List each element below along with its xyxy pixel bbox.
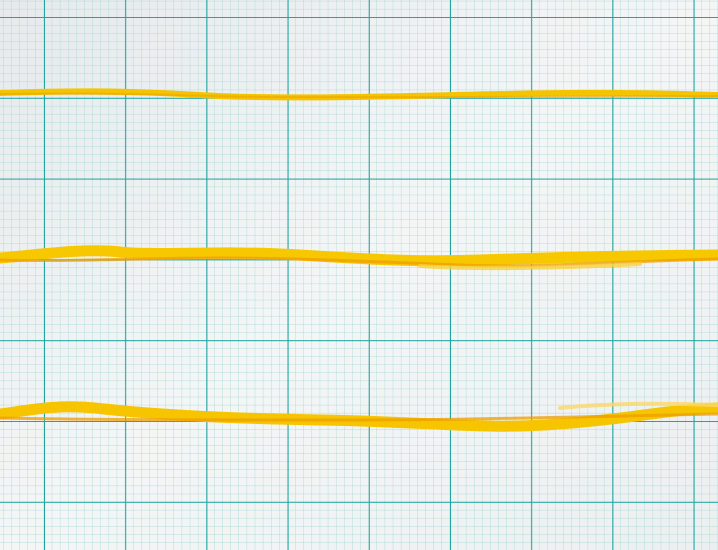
graph-paper-photo — [0, 0, 718, 550]
major-grid — [0, 0, 718, 550]
page — [0, 0, 718, 550]
